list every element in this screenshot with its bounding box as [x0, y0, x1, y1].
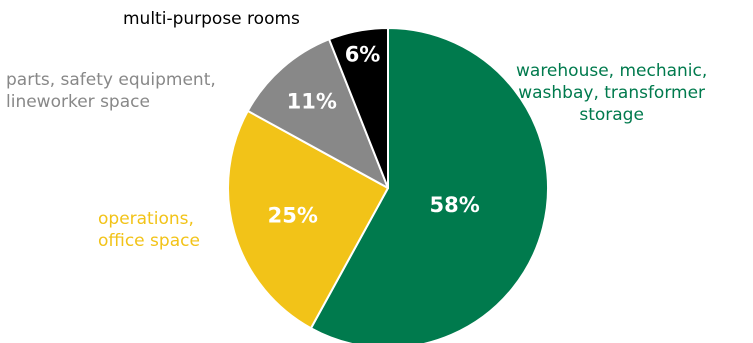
- pie-slices: [227, 27, 549, 343]
- pie-value-label-0: 58%: [430, 193, 480, 217]
- pie-value-label-3: 6%: [345, 42, 381, 66]
- pie-slice-0: [309, 27, 549, 343]
- category-label-multi-purpose: multi-purpose rooms: [123, 9, 300, 29]
- pie-slice-1: [227, 109, 389, 330]
- pie-slice-3: [328, 27, 389, 189]
- pie-slice-2: [246, 38, 389, 189]
- category-label-parts: parts, safety equipment, lineworker spac…: [6, 70, 216, 112]
- category-label-warehouse: warehouse, mechanic, washbay, transforme…: [516, 61, 708, 125]
- pie-value-label-2: 11%: [287, 90, 337, 114]
- category-label-operations: operations, office space: [98, 209, 200, 251]
- pie-value-labels: 58% 25% 11% 6%: [268, 42, 480, 227]
- pie-value-label-1: 25%: [268, 204, 318, 228]
